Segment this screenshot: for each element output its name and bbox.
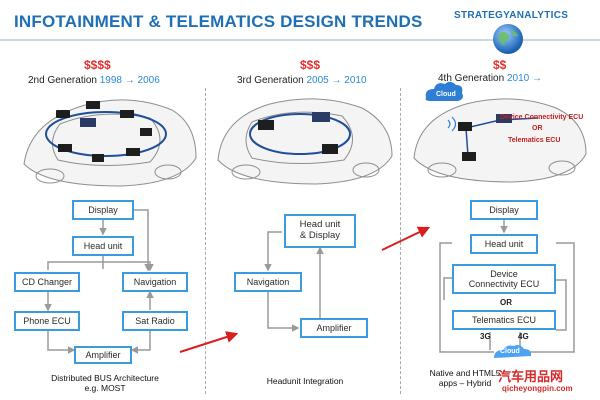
gen4-or-label: OR: [500, 298, 512, 307]
gen3-caption: Headunit Integration: [240, 376, 370, 386]
gen4-heading: 4th Generation 2010 →: [438, 73, 542, 84]
gen4-4g-label: 4G: [518, 332, 529, 341]
progress-arrow-1: [179, 331, 239, 353]
gen3-head-unit-display-box: Head unit & Display: [284, 214, 356, 248]
gen2-label: 2nd Generation: [28, 75, 97, 86]
gen3-navigation-box: Navigation: [234, 272, 302, 292]
gen4-car-label-connectivity: Device Connectivity ECU: [500, 114, 584, 121]
gen3-price: $$$: [300, 58, 321, 72]
gen2-navigation-box: Navigation: [122, 272, 188, 292]
gen4-telematics-box: Telematics ECU: [452, 310, 556, 330]
gen3-car-sketch: [217, 98, 393, 185]
gen3-heading: 3rd Generation 2005 → 2010: [237, 75, 367, 86]
wireless-icon: [447, 116, 457, 132]
gen4-display-box: Display: [470, 200, 538, 220]
gen3-connectors: [264, 231, 324, 332]
gen4-car-label-or: OR: [532, 125, 543, 132]
gen4-bottom-cloud-label: Cloud: [500, 348, 520, 355]
gen4-years: 2010 →: [506, 73, 542, 84]
gen3-label: 3rd Generation: [237, 75, 304, 86]
gen3-caption-line1: Headunit Integration: [266, 376, 344, 386]
gen2-caption-line2: e.g. MOST: [84, 383, 126, 393]
strategy-analytics-logo: STRATEGYANALYTICS: [454, 10, 569, 21]
gen2-connectors: [44, 209, 150, 354]
gen2-car-sketch: [23, 99, 197, 187]
gen4-bottom-cloud: [494, 345, 532, 358]
gen4-caption-line1: Native and HTML5: [429, 368, 501, 378]
gen4-car-sketch: [413, 98, 587, 183]
gen2-head-unit-box: Head unit: [72, 236, 134, 256]
gen4-head-unit-box: Head unit: [470, 234, 538, 254]
gen4-label: 4th Generation: [438, 73, 505, 84]
gen2-display-box: Display: [72, 200, 134, 220]
gen4-car-label-telematics: Telematics ECU: [508, 137, 561, 144]
gen2-amplifier-box: Amplifier: [74, 346, 132, 364]
gen4-device-connectivity-box: Device Connectivity ECU: [452, 264, 556, 294]
gen3-bus-ring: [249, 113, 351, 155]
gen4-cloud-shape: [425, 81, 463, 101]
gen3-ecu-devices: [258, 112, 338, 154]
gen2-bus-ring: [45, 111, 167, 157]
gen4-cloud-label: Cloud: [436, 91, 456, 98]
gen3-amplifier-box: Amplifier: [300, 318, 368, 338]
section-divider: [205, 88, 206, 394]
gen2-heading: 2nd Generation 1998 → 2006: [28, 75, 160, 86]
gen2-years: 1998 → 2006: [99, 75, 160, 86]
page-title: INFOTAINMENT & TELEMATICS DESIGN TRENDS: [14, 12, 423, 31]
gen4-3g-label: 3G: [480, 332, 491, 341]
title-rule: [0, 39, 600, 41]
gen2-sat-radio-box: Sat Radio: [122, 311, 188, 331]
watermark-url: qicheyongpin.com: [502, 384, 573, 393]
gen4-price: $$: [493, 58, 507, 72]
gen2-caption-line1: Distributed BUS Architecture: [51, 373, 159, 383]
gen2-price: $$$$: [84, 58, 111, 72]
gen3-years: 2005 → 2010: [306, 75, 367, 86]
gen4-ecu-devices: [458, 114, 512, 161]
gen2-phone-ecu-box: Phone ECU: [14, 311, 80, 331]
gen2-ecu-devices: [56, 101, 152, 162]
gen2-caption: Distributed BUS Architecture e.g. MOST: [30, 373, 180, 393]
progress-arrow-2: [381, 226, 431, 251]
gen4-connectors: [439, 220, 575, 353]
gen2-cd-changer-box: CD Changer: [14, 272, 80, 292]
watermark-text: 汽车用品网: [498, 369, 564, 384]
gen4-caption-line2: apps – Hybrid: [438, 378, 492, 388]
globe-icon: [493, 24, 523, 54]
gen4-caption: Native and HTML5 apps – Hybrid: [420, 368, 510, 388]
